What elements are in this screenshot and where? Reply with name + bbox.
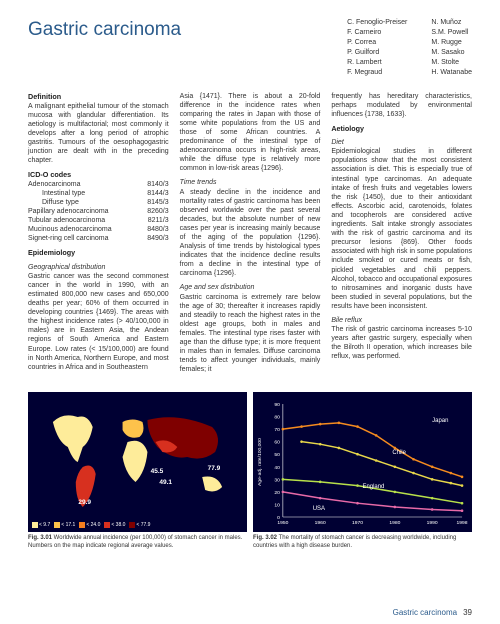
author: C. Fenoglio-Preiser bbox=[347, 18, 407, 27]
svg-text:1990: 1990 bbox=[427, 520, 438, 526]
map-value-label: 77.9 bbox=[208, 465, 221, 473]
aetiology-head: Aetiology bbox=[331, 124, 472, 133]
icd-row: Adenocarcinoma8140/3 bbox=[28, 180, 169, 189]
icd-row: Papillary adenocarcinoma8260/3 bbox=[28, 207, 169, 216]
author: N. Muñoz bbox=[431, 18, 472, 27]
hered-body: frequently has hereditary characteristic… bbox=[331, 92, 472, 119]
author: M. Sasako bbox=[431, 48, 472, 57]
time-subhead: Time trends bbox=[180, 178, 321, 187]
figure-mortality-chart: 1950196019701980199019980102030405060708… bbox=[253, 392, 472, 532]
svg-text:80: 80 bbox=[274, 415, 280, 421]
icd-row: Intestinal type8144/3 bbox=[28, 189, 169, 198]
svg-text:1960: 1960 bbox=[315, 520, 326, 526]
age-body: Gastric carcinoma is extremely rare belo… bbox=[180, 293, 321, 375]
map-value-label: 49.1 bbox=[159, 479, 172, 487]
fig2-caption: Fig. 3.02 The mortality of stomach cance… bbox=[253, 535, 472, 551]
body-columns: Definition A malignant epithelial tumour… bbox=[28, 92, 472, 375]
age-subhead: Age and sex distribution bbox=[180, 283, 321, 292]
page-footer: Gastric carcinoma39 bbox=[393, 608, 472, 618]
svg-text:70: 70 bbox=[274, 427, 280, 433]
map-value-label: 45.5 bbox=[151, 468, 164, 476]
svg-text:50: 50 bbox=[274, 453, 280, 459]
svg-text:10: 10 bbox=[274, 503, 280, 509]
author: F. Megraud bbox=[347, 68, 407, 77]
svg-text:England: England bbox=[363, 484, 385, 490]
icd-table: Adenocarcinoma8140/3Intestinal type8144/… bbox=[28, 180, 169, 244]
page-title: Gastric carcinoma bbox=[28, 18, 181, 78]
author: P. Correa bbox=[347, 38, 407, 47]
bile-body: The risk of gastric carcinoma increases … bbox=[331, 325, 472, 361]
diet-body: Epidemiological studies in different pop… bbox=[331, 147, 472, 311]
icd-row: Signet-ring cell carcinoma8490/3 bbox=[28, 234, 169, 243]
svg-text:90: 90 bbox=[274, 402, 280, 408]
icd-head: ICD-O codes bbox=[28, 170, 169, 179]
svg-text:30: 30 bbox=[274, 478, 280, 484]
figure-world-map: < 9.7< 17.1< 24.0< 38.0< 77.9 45.549.177… bbox=[28, 392, 247, 532]
svg-text:Chile: Chile bbox=[392, 450, 406, 456]
author: R. Lambert bbox=[347, 58, 407, 67]
author: H. Watanabe bbox=[431, 68, 472, 77]
author: P. Guilford bbox=[347, 48, 407, 57]
svg-text:0: 0 bbox=[277, 515, 280, 521]
svg-text:1970: 1970 bbox=[352, 520, 363, 526]
icd-row: Diffuse type8145/3 bbox=[28, 198, 169, 207]
svg-text:1998: 1998 bbox=[457, 520, 468, 526]
svg-text:40: 40 bbox=[274, 465, 280, 471]
svg-text:USA: USA bbox=[313, 506, 325, 512]
author: M. Stolte bbox=[431, 58, 472, 67]
map-value-label: 29.9 bbox=[78, 499, 91, 507]
epidemiology-head: Epidemiology bbox=[28, 248, 169, 257]
definition-head: Definition bbox=[28, 92, 61, 101]
author: S.M. Powell bbox=[431, 28, 472, 37]
svg-text:Age-adj. rate/100,000: Age-adj. rate/100,000 bbox=[257, 438, 263, 486]
icd-row: Mucinous adenocarcinoma8480/3 bbox=[28, 225, 169, 234]
svg-text:60: 60 bbox=[274, 440, 280, 446]
diet-subhead: Diet bbox=[331, 138, 472, 147]
svg-text:20: 20 bbox=[274, 490, 280, 496]
geo-body: Gastric cancer was the second commonest … bbox=[28, 272, 169, 372]
svg-text:Japan: Japan bbox=[432, 418, 448, 424]
svg-text:1980: 1980 bbox=[389, 520, 400, 526]
author: M. Rugge bbox=[431, 38, 472, 47]
time-body: A steady decline in the incidence and mo… bbox=[180, 188, 321, 279]
bile-subhead: Bile reflux bbox=[331, 316, 472, 325]
icd-row: Tubular adenocarcinoma8211/3 bbox=[28, 216, 169, 225]
geo-subhead: Geographical distribution bbox=[28, 263, 169, 272]
fig1-caption: Fig. 3.01 Worldwide annual incidence (pe… bbox=[28, 535, 247, 551]
author: F. Carneiro bbox=[347, 28, 407, 37]
authors-block: C. Fenoglio-PreiserF. CarneiroP. CorreaP… bbox=[347, 18, 472, 78]
definition-body: A malignant epithelial tumour of the sto… bbox=[28, 103, 169, 165]
asia-body: Asia {1471}. There is about a 20-fold di… bbox=[180, 92, 321, 174]
